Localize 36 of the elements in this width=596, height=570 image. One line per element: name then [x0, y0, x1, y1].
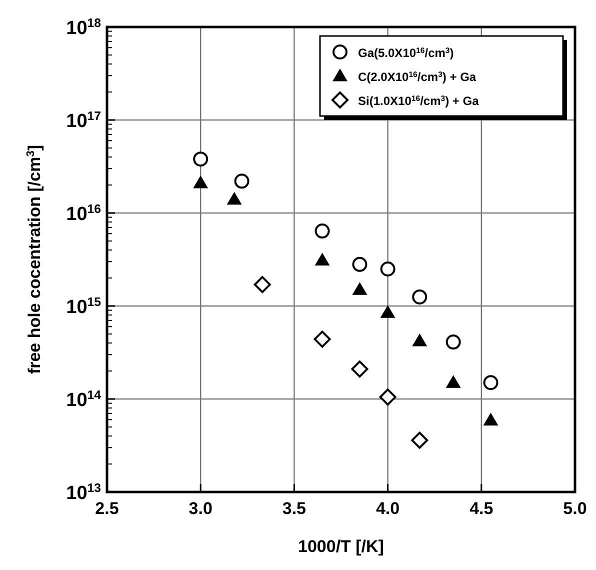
x-tick-label: 4.0	[376, 499, 400, 518]
y-tick-label: 10$^{14}$	[66, 388, 102, 411]
point	[314, 330, 331, 348]
x-tick-label: 3.0	[188, 499, 212, 518]
point	[234, 174, 250, 189]
point	[352, 256, 368, 272]
point	[411, 432, 428, 449]
point	[351, 360, 368, 378]
point	[314, 224, 330, 239]
x-tick-label: 3.5	[282, 499, 306, 518]
point	[352, 282, 368, 295]
legend-label: C(2.0X10$^{16}$/cm$^{3}$) + Ga	[358, 70, 476, 84]
point	[380, 261, 396, 276]
point	[483, 375, 498, 390]
y-tick-label: 10$^{18}$	[66, 16, 102, 39]
legend-label: Si(1.0X10$^{16}$/cm$^{3}$) + Ga	[358, 94, 480, 108]
point	[446, 334, 461, 350]
point	[379, 388, 396, 406]
point	[412, 334, 428, 346]
point	[254, 276, 271, 294]
point	[193, 152, 208, 167]
y-tick-label: 10$^{16}$	[66, 202, 102, 225]
point	[446, 375, 461, 388]
point	[314, 252, 330, 266]
x-tick-label: 5.0	[563, 499, 587, 518]
y-tick-label: 10$^{15}$	[66, 295, 102, 318]
point	[412, 289, 428, 304]
legend-label: Ga(5.0X10$^{16}$/cm$^{3}$)	[358, 46, 454, 60]
point	[193, 176, 208, 188]
x-tick-label: 4.5	[470, 499, 494, 518]
point	[483, 412, 498, 426]
x-tick-label: 2.5	[95, 499, 119, 518]
point	[380, 305, 396, 318]
point	[226, 192, 242, 205]
x-axis-title: 1000/T [/K]	[298, 537, 384, 556]
y-tick-label: 10$^{17}$	[66, 109, 102, 132]
